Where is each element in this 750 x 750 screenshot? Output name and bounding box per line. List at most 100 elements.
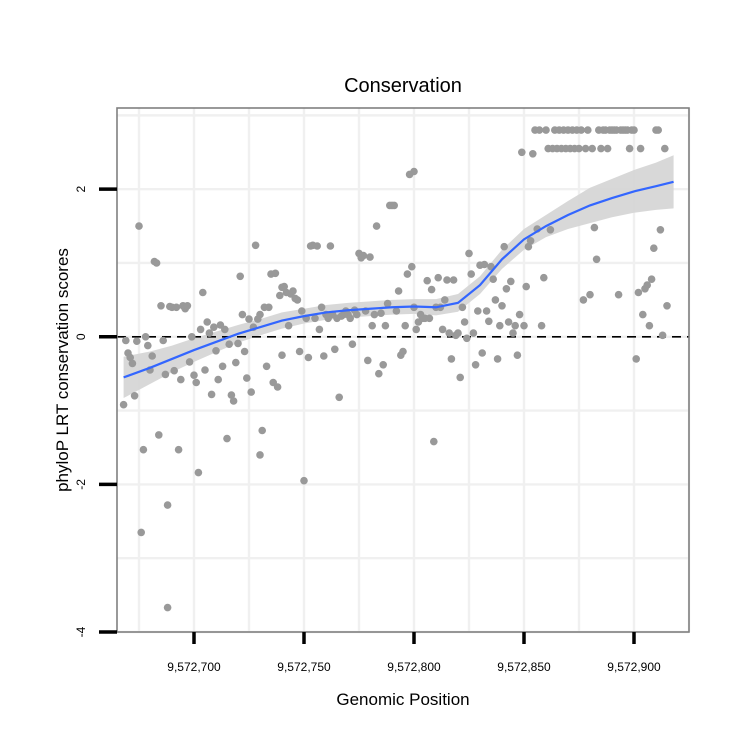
data-point bbox=[236, 272, 244, 281]
data-point bbox=[399, 347, 407, 356]
data-point bbox=[245, 315, 253, 323]
data-point bbox=[174, 445, 183, 454]
data-point bbox=[348, 340, 357, 349]
data-point bbox=[379, 361, 388, 369]
x-tick-label: 9,572,700 bbox=[167, 660, 221, 674]
data-point bbox=[133, 337, 141, 346]
data-point bbox=[478, 349, 487, 357]
y-tick-label: 2 bbox=[74, 186, 88, 193]
data-point bbox=[214, 375, 222, 384]
data-point bbox=[603, 144, 612, 153]
data-point bbox=[190, 371, 198, 380]
data-point bbox=[579, 296, 588, 304]
data-point bbox=[575, 144, 583, 153]
x-tick-label: 9,572,800 bbox=[387, 660, 441, 674]
data-point bbox=[364, 356, 372, 365]
data-point bbox=[489, 275, 498, 284]
data-point bbox=[320, 352, 328, 360]
x-tick-label: 9,572,850 bbox=[497, 660, 551, 674]
data-point bbox=[663, 302, 671, 310]
data-point bbox=[372, 222, 381, 230]
data-point bbox=[535, 126, 544, 134]
smooth-line bbox=[123, 180, 674, 379]
data-point bbox=[188, 333, 196, 341]
data-point bbox=[139, 445, 148, 454]
data-point bbox=[394, 287, 403, 295]
data-point bbox=[218, 362, 227, 371]
y-tick-label: -2 bbox=[74, 479, 88, 490]
data-point bbox=[412, 325, 421, 334]
data-point bbox=[157, 302, 165, 310]
data-point bbox=[590, 223, 599, 232]
data-point bbox=[597, 144, 605, 153]
data-point bbox=[625, 144, 634, 153]
data-point bbox=[485, 317, 493, 326]
data-point bbox=[408, 262, 416, 271]
data-point bbox=[542, 126, 550, 134]
data-point bbox=[661, 144, 669, 153]
data-point bbox=[161, 370, 170, 379]
data-point bbox=[447, 355, 456, 363]
data-point bbox=[577, 126, 585, 134]
data-point bbox=[185, 358, 194, 366]
data-point bbox=[289, 287, 297, 295]
plot-panel-border bbox=[116, 107, 690, 633]
data-point bbox=[480, 260, 489, 269]
data-point bbox=[304, 353, 313, 362]
data-point bbox=[128, 359, 137, 368]
data-point bbox=[511, 321, 519, 330]
data-point bbox=[493, 355, 502, 363]
data-point bbox=[449, 276, 458, 284]
data-point bbox=[331, 345, 339, 354]
data-point bbox=[632, 355, 640, 363]
data-point bbox=[130, 392, 139, 400]
data-point bbox=[390, 201, 399, 210]
data-point bbox=[537, 321, 546, 330]
data-point bbox=[471, 361, 480, 369]
data-point bbox=[223, 434, 231, 443]
data-point bbox=[212, 347, 220, 355]
x-axis: 9,572,700 9,572,750 9,572,800 9,572,850 9,57… bbox=[167, 632, 661, 674]
data-point bbox=[458, 303, 467, 312]
data-point bbox=[271, 269, 280, 278]
x-tick-label: 9,572,900 bbox=[607, 660, 661, 674]
data-point bbox=[280, 282, 289, 291]
data-point bbox=[430, 437, 438, 446]
data-point bbox=[443, 276, 451, 284]
data-point bbox=[119, 400, 128, 409]
data-point bbox=[434, 273, 443, 282]
y-axis: -4 -2 0 2 bbox=[74, 186, 117, 637]
data-point bbox=[518, 148, 526, 157]
data-point bbox=[467, 270, 476, 278]
confidence-band-layer bbox=[123, 155, 674, 399]
data-point bbox=[636, 144, 645, 153]
data-point bbox=[377, 309, 385, 318]
data-point bbox=[454, 329, 462, 337]
data-point bbox=[326, 242, 335, 250]
data-point bbox=[256, 451, 264, 459]
data-point bbox=[170, 366, 178, 375]
data-point bbox=[658, 331, 667, 340]
data-point bbox=[546, 226, 555, 234]
data-point bbox=[135, 222, 143, 230]
data-point bbox=[238, 310, 247, 319]
data-point bbox=[383, 299, 392, 308]
y-axis-title: phyloP LRT conservation scores bbox=[53, 248, 72, 492]
y-tick-label: 0 bbox=[74, 333, 88, 340]
data-point bbox=[586, 290, 594, 299]
data-point bbox=[639, 310, 647, 319]
y-tick-label: -4 bbox=[74, 626, 88, 637]
data-point bbox=[509, 329, 517, 337]
data-points bbox=[119, 126, 671, 612]
data-point bbox=[368, 321, 377, 330]
data-point bbox=[500, 242, 509, 251]
data-point bbox=[504, 318, 513, 326]
data-point bbox=[229, 397, 238, 405]
data-point bbox=[240, 347, 249, 356]
data-point bbox=[221, 325, 229, 334]
data-point bbox=[159, 336, 167, 345]
data-point bbox=[183, 302, 192, 310]
data-point bbox=[425, 314, 434, 323]
data-point bbox=[581, 144, 590, 153]
